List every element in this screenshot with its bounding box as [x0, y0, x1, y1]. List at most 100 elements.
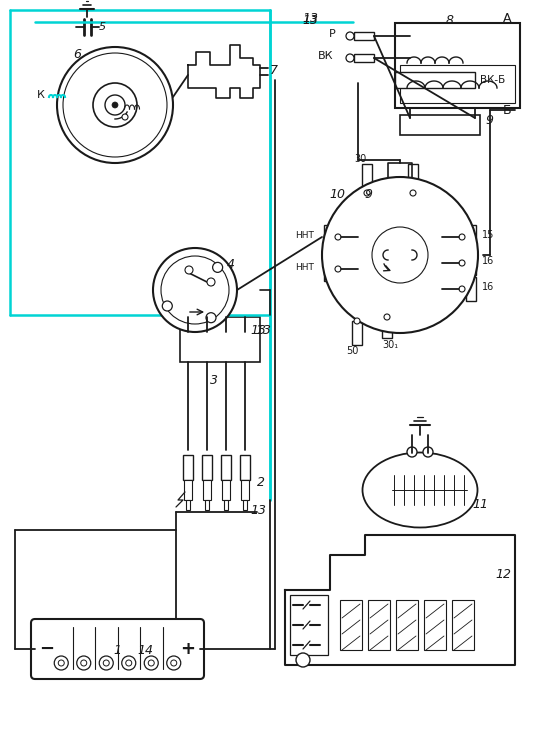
Circle shape	[171, 660, 177, 666]
Text: 5: 5	[99, 22, 106, 32]
Text: 4: 4	[227, 259, 235, 272]
Text: Б: Б	[502, 104, 511, 116]
Text: А: А	[503, 11, 511, 25]
Text: 15: 15	[482, 230, 495, 240]
Text: 30: 30	[354, 154, 366, 164]
Bar	[166, 619, 182, 627]
Text: 13: 13	[250, 323, 266, 337]
Circle shape	[81, 660, 87, 666]
Bar	[183, 455, 193, 480]
Bar	[354, 54, 374, 62]
Circle shape	[153, 248, 237, 332]
Ellipse shape	[363, 452, 477, 527]
Circle shape	[459, 234, 465, 240]
Circle shape	[122, 656, 136, 670]
Bar	[98, 619, 114, 627]
Circle shape	[161, 256, 229, 324]
Circle shape	[207, 278, 215, 286]
Text: 13: 13	[302, 13, 318, 26]
Circle shape	[103, 660, 109, 666]
Circle shape	[335, 266, 341, 272]
Bar	[186, 500, 190, 510]
Ellipse shape	[144, 648, 158, 658]
Text: Р: Р	[329, 29, 336, 39]
Ellipse shape	[122, 648, 136, 658]
Circle shape	[335, 234, 341, 240]
Bar	[395, 72, 475, 88]
Circle shape	[144, 656, 158, 670]
Bar	[221, 455, 231, 480]
Circle shape	[459, 260, 465, 266]
Bar	[224, 500, 228, 510]
Text: 9: 9	[364, 188, 372, 202]
Circle shape	[57, 47, 173, 163]
Text: 16: 16	[482, 282, 494, 292]
Text: 7: 7	[270, 64, 278, 76]
Text: 16: 16	[482, 256, 494, 266]
FancyBboxPatch shape	[31, 619, 204, 679]
Circle shape	[346, 32, 354, 40]
Circle shape	[296, 653, 310, 667]
Bar	[466, 277, 476, 301]
Circle shape	[410, 190, 416, 196]
Circle shape	[364, 190, 370, 196]
Circle shape	[99, 656, 113, 670]
Text: 50: 50	[346, 346, 358, 356]
Bar	[205, 500, 209, 510]
Circle shape	[213, 262, 223, 272]
Text: 12: 12	[495, 568, 511, 581]
Circle shape	[206, 313, 216, 322]
Bar	[143, 619, 159, 627]
Circle shape	[63, 53, 167, 157]
Bar	[324, 257, 334, 281]
Bar	[362, 164, 372, 189]
Ellipse shape	[99, 648, 113, 658]
Text: 8: 8	[446, 13, 454, 26]
Circle shape	[354, 318, 360, 324]
Bar	[352, 321, 362, 345]
Circle shape	[322, 177, 478, 333]
Bar	[396, 600, 418, 650]
Bar	[240, 455, 250, 480]
Bar	[121, 619, 137, 627]
Bar	[290, 595, 328, 655]
Text: +: +	[180, 640, 196, 658]
Text: 14: 14	[138, 644, 154, 656]
Bar	[382, 318, 392, 338]
Bar	[243, 500, 247, 510]
Circle shape	[384, 314, 390, 320]
Bar	[368, 600, 390, 650]
Ellipse shape	[54, 648, 69, 658]
Text: 13: 13	[250, 503, 266, 517]
Circle shape	[122, 114, 128, 120]
Text: 13: 13	[302, 11, 318, 25]
Text: 6: 6	[73, 49, 81, 62]
Circle shape	[346, 54, 354, 62]
Circle shape	[126, 660, 132, 666]
Bar	[202, 455, 212, 480]
Text: ВК-Б: ВК-Б	[480, 75, 505, 85]
Bar	[400, 65, 515, 103]
Circle shape	[112, 102, 118, 108]
Text: ВК: ВК	[317, 51, 333, 61]
Bar	[222, 480, 230, 500]
Bar	[203, 480, 211, 500]
Circle shape	[185, 266, 193, 274]
Bar	[392, 475, 467, 505]
Bar	[466, 225, 476, 249]
Ellipse shape	[77, 648, 91, 658]
Text: 9: 9	[485, 113, 493, 127]
Circle shape	[58, 660, 64, 666]
Bar	[466, 251, 476, 275]
Bar	[53, 619, 69, 627]
Bar	[180, 317, 260, 362]
Ellipse shape	[167, 648, 181, 658]
Bar	[424, 600, 446, 650]
Bar	[388, 250, 412, 260]
Circle shape	[105, 95, 125, 115]
Bar	[408, 164, 418, 189]
Circle shape	[93, 83, 137, 127]
Bar	[185, 265, 213, 275]
Text: ННТ: ННТ	[295, 230, 314, 239]
Text: 30₁: 30₁	[382, 340, 398, 350]
